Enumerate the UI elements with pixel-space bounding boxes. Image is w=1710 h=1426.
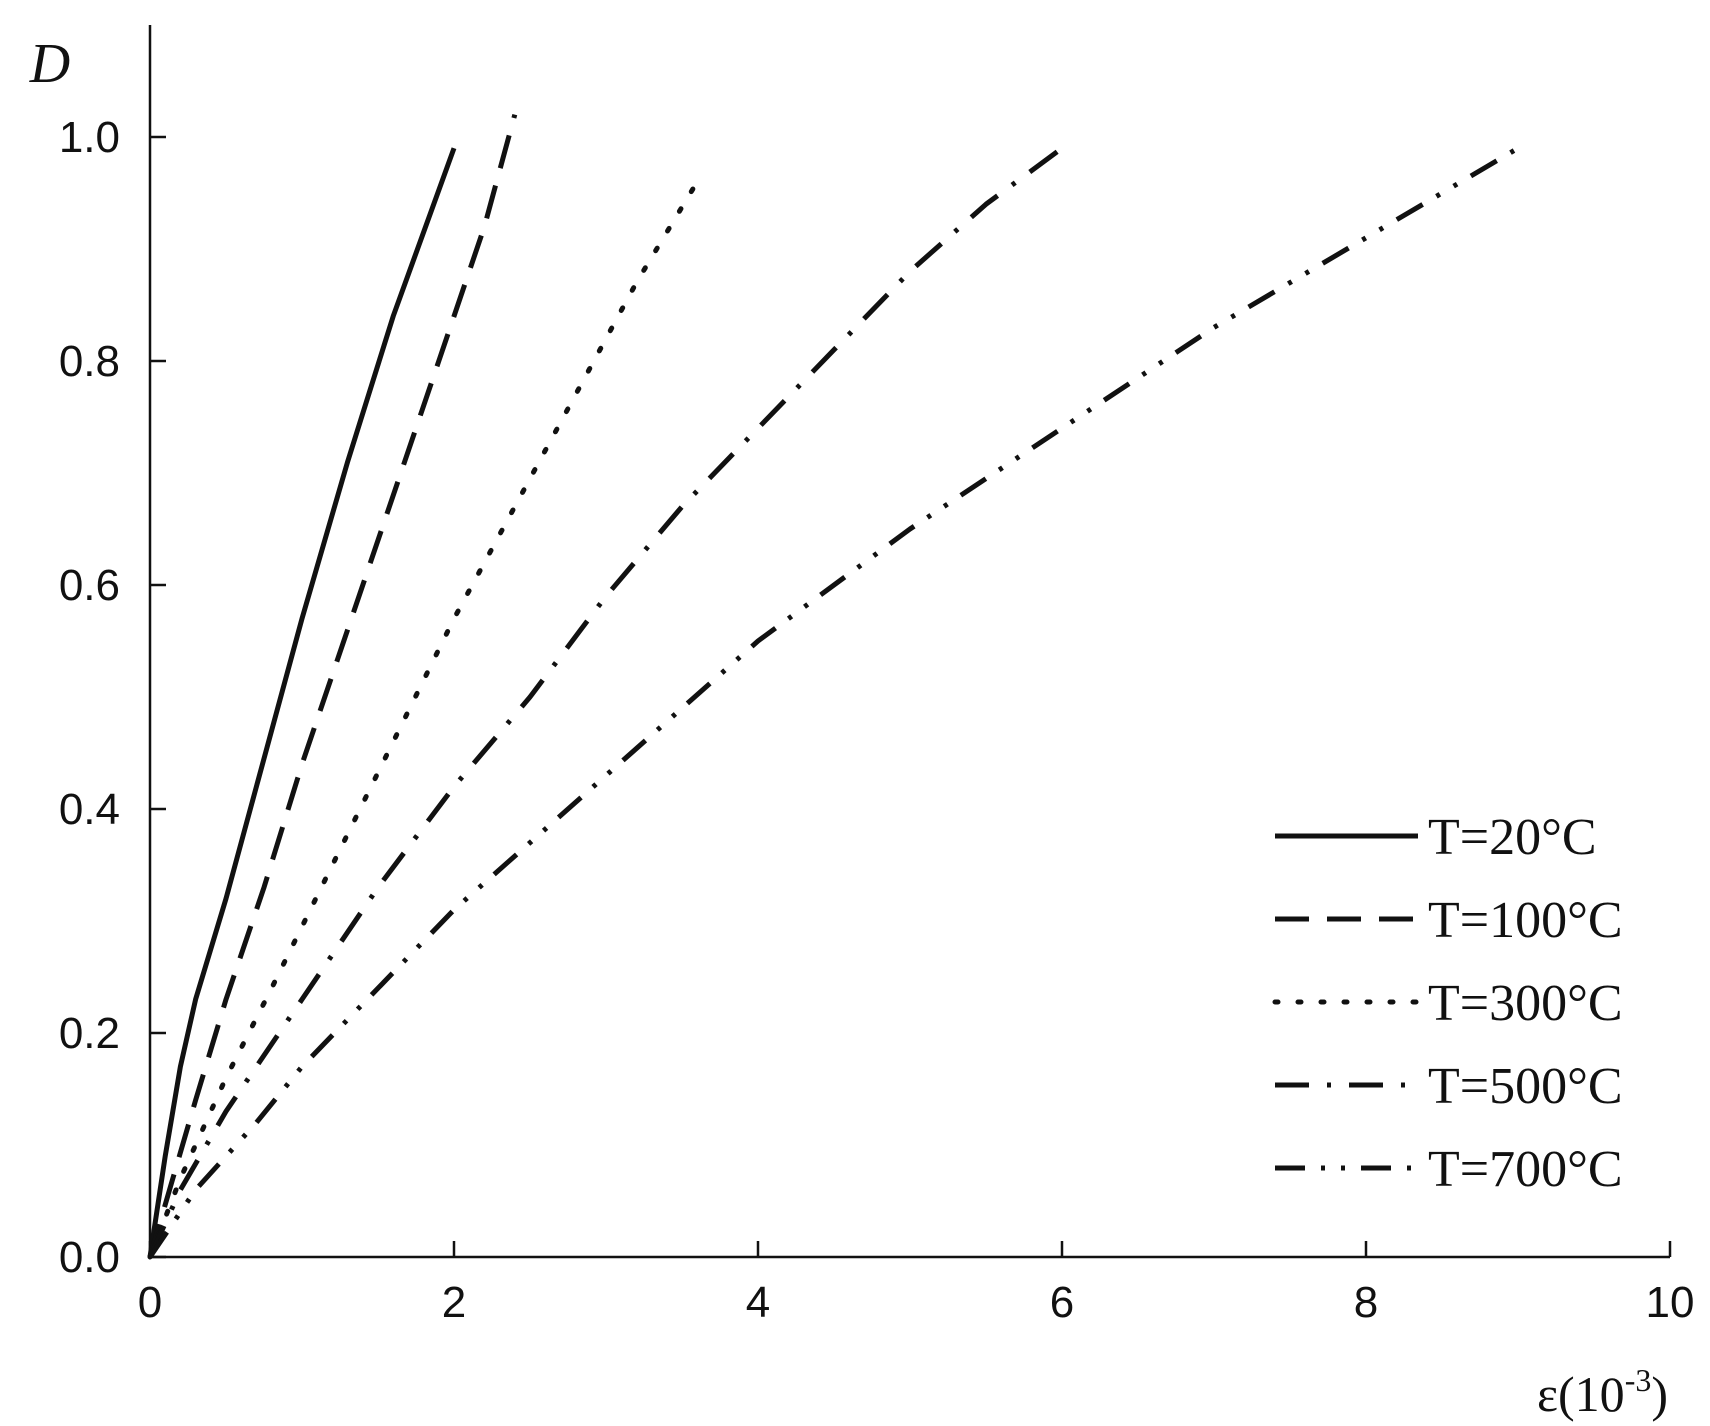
series-line-1 — [147, 147, 457, 1258]
series-line-5 — [147, 146, 1520, 1259]
legend-label-5: T=700°C — [1428, 1141, 1623, 1198]
series-layer — [147, 113, 1520, 1260]
y-tick-label: 1.0 — [59, 113, 120, 162]
legend-label-4: T=500°C — [1428, 1058, 1623, 1115]
series-line-4 — [147, 146, 1064, 1259]
x-tick-label: 8 — [1354, 1278, 1378, 1327]
x-tick-label: 0 — [138, 1278, 162, 1327]
y-tick-label: 0.2 — [59, 1009, 120, 1058]
y-tick-label: 0.8 — [59, 337, 120, 386]
x-axis-title: ε(10-3) — [1537, 1362, 1668, 1422]
x-axis-title-close: ) — [1651, 1366, 1668, 1422]
x-axis-title-main: ε(10 — [1537, 1366, 1625, 1422]
legend-label-2: T=100°C — [1428, 892, 1623, 949]
legend-label-3: T=300°C — [1428, 975, 1623, 1032]
y-tick-label: 0.0 — [59, 1233, 120, 1282]
series-line-3 — [147, 179, 700, 1260]
axes — [148, 25, 1670, 1259]
x-ticks: 0 2 4 6 8 10 — [138, 1241, 1695, 1327]
x-axis-title-sup: -3 — [1625, 1362, 1652, 1398]
x-tick-label: 6 — [1050, 1278, 1074, 1327]
y-axis-title: D — [29, 33, 70, 95]
series-line-2 — [147, 113, 518, 1258]
legend: T=20°C T=100°C T=300°C T=500°C T=700°C — [1272, 809, 1623, 1198]
legend-label-1: T=20°C — [1428, 809, 1597, 866]
y-ticks: 0.0 0.2 0.4 0.6 0.8 1.0 — [59, 113, 166, 1282]
y-tick-label: 0.4 — [59, 785, 120, 834]
x-tick-label: 10 — [1646, 1278, 1695, 1327]
x-tick-label: 2 — [442, 1278, 466, 1327]
x-tick-label: 4 — [746, 1278, 770, 1327]
y-tick-label: 0.6 — [59, 561, 120, 610]
